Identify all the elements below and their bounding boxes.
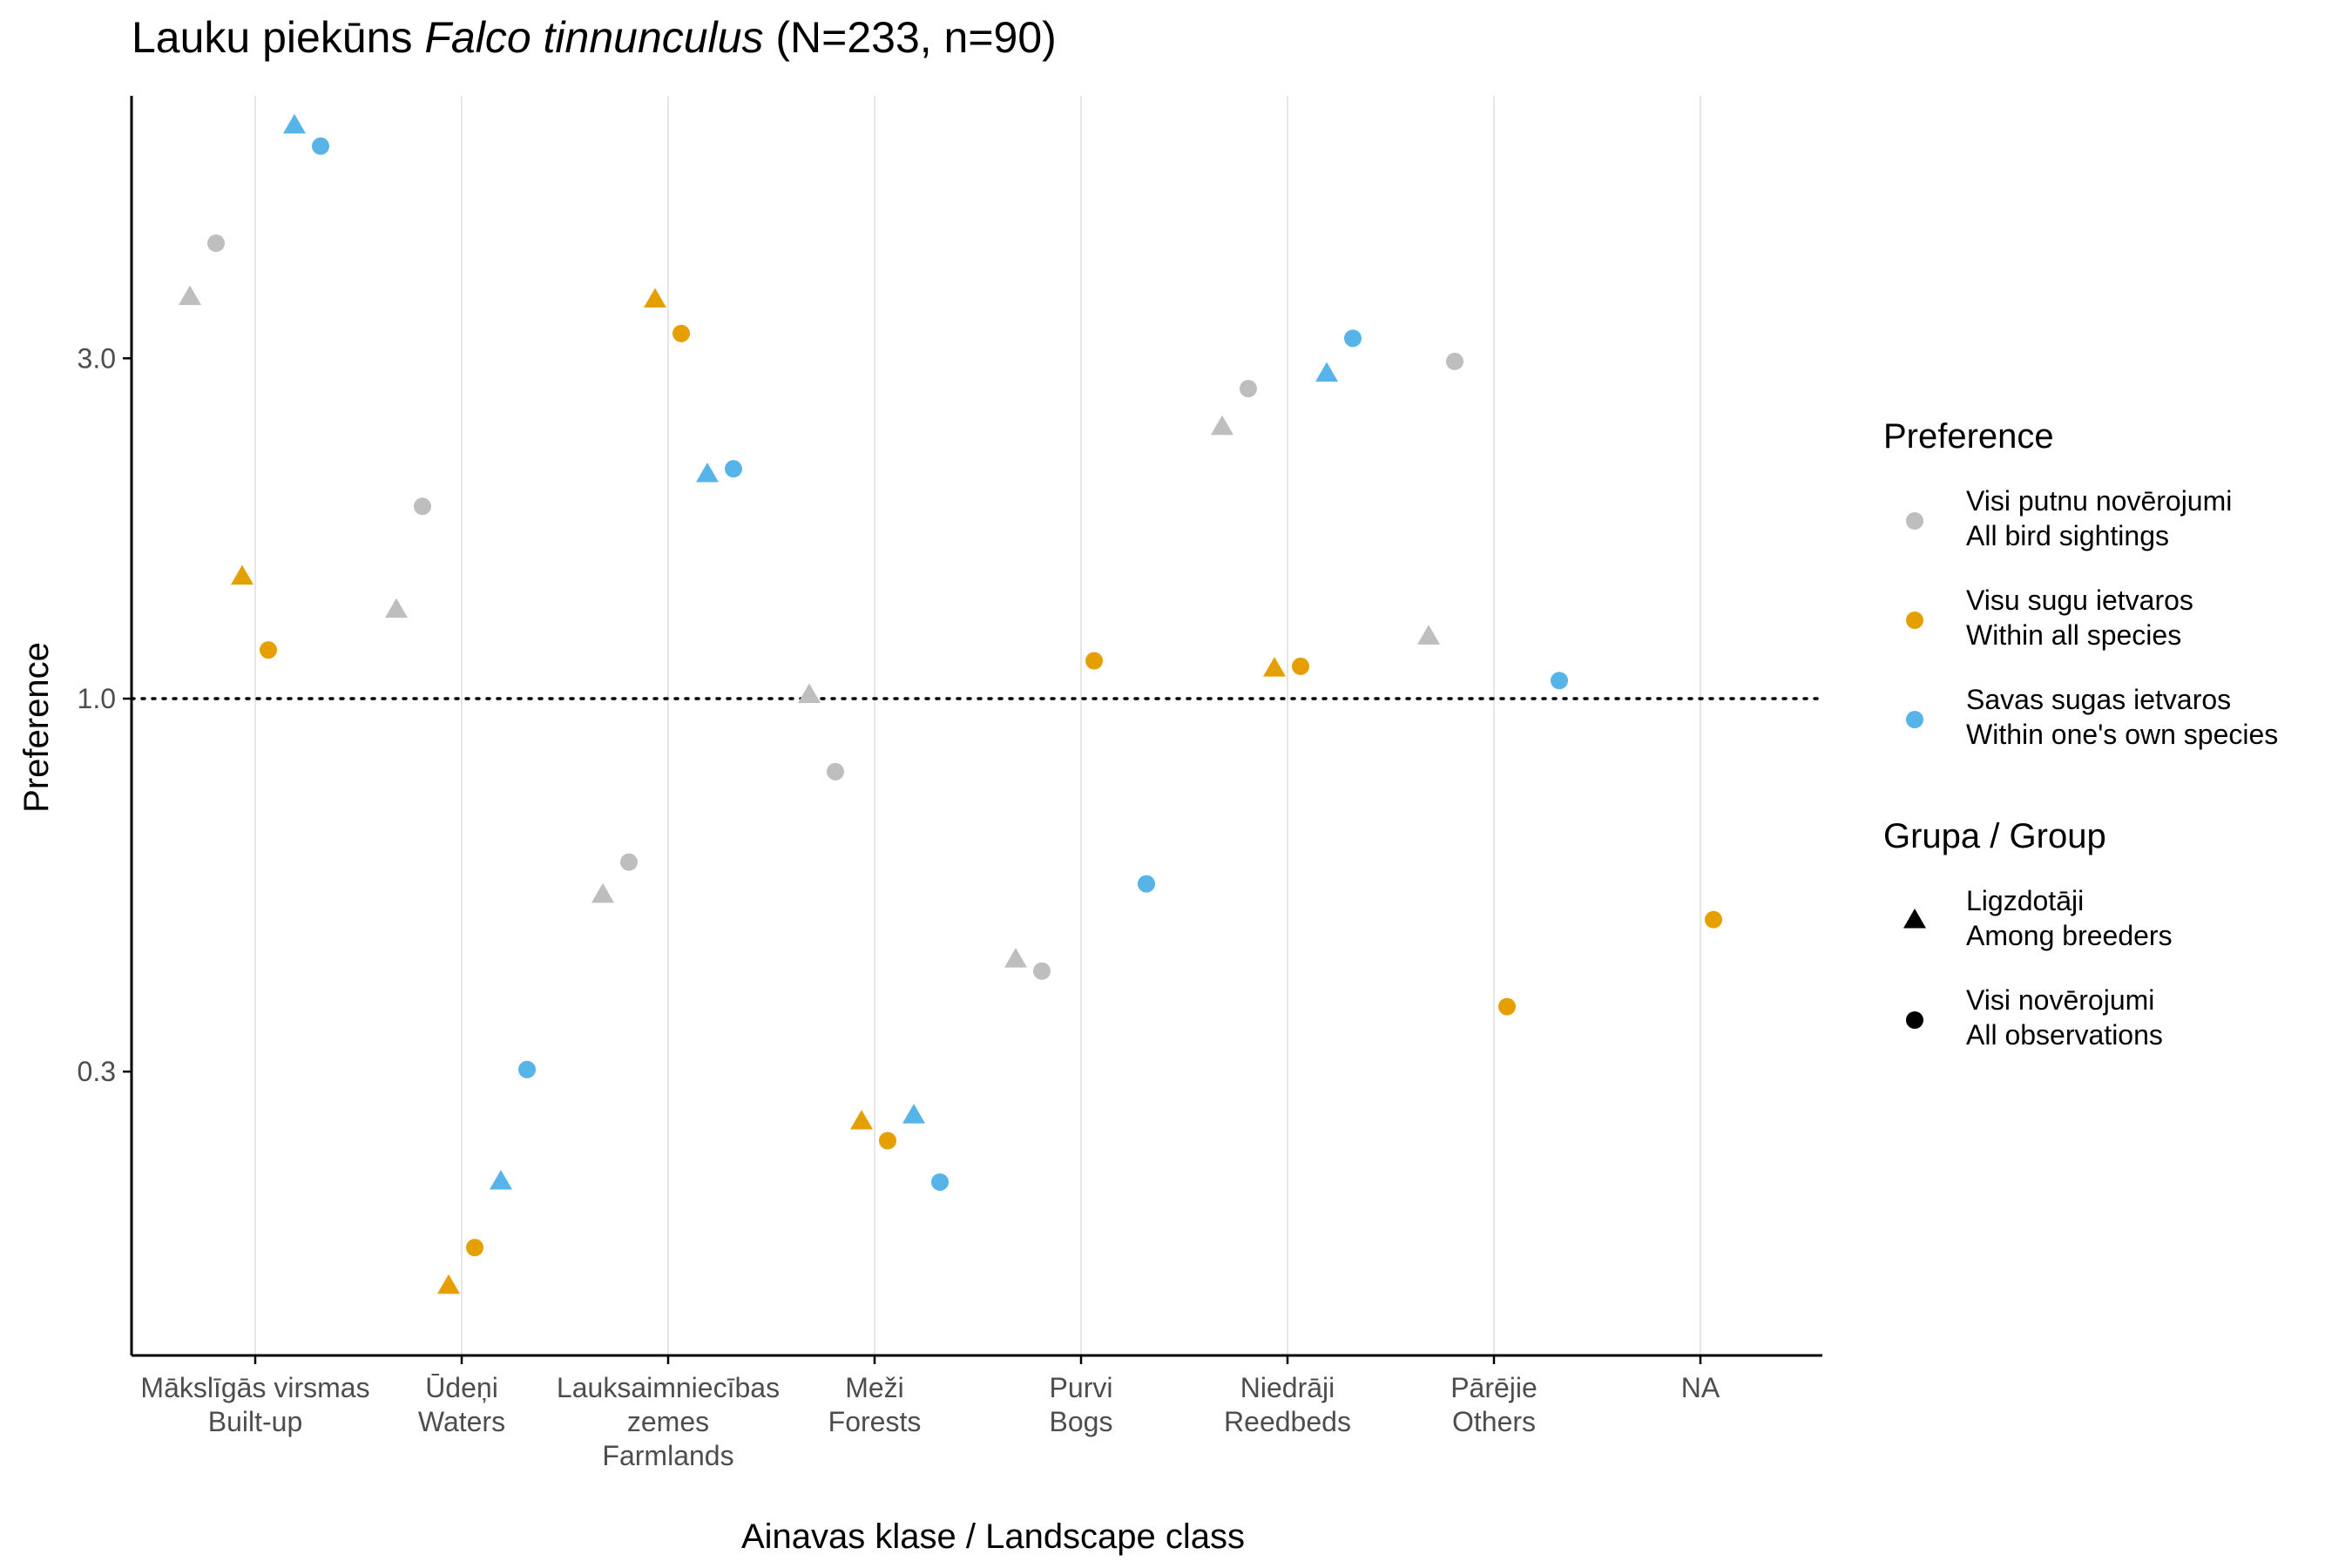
data-point-triangle [902, 1104, 925, 1124]
data-point-triangle [1004, 948, 1027, 968]
x-tick-label: Mākslīgās virsmas Built-up [140, 1372, 369, 1437]
y-axis-title: Preference [17, 642, 56, 813]
chart-title-suffix: (N=233, n=90) [763, 13, 1056, 62]
data-point-circle [672, 324, 690, 342]
data-point-triangle [385, 598, 408, 618]
legend-label-all_species: Visu sugu ietvaros Within all species [1966, 585, 2193, 651]
data-point-triangle [798, 683, 821, 704]
data-points [179, 113, 1722, 1294]
legend-swatch-all_obs [1906, 1011, 1923, 1029]
data-point-triangle [283, 113, 306, 134]
chart-title-species: Falco tinnunculus [424, 13, 763, 62]
legend-group-items: Ligzdotāji Among breeders Visi novērojumi A… [1903, 885, 2173, 1051]
data-point-circle [1551, 672, 1568, 690]
data-point-triangle [231, 564, 253, 585]
data-point-circle [931, 1173, 949, 1191]
data-point-triangle [696, 463, 719, 483]
x-axis-title: Ainavas klase / Landscape class [741, 1517, 1245, 1556]
data-point-triangle [179, 285, 201, 306]
data-point-circle [1292, 657, 1309, 675]
legend-preference-items: Visi putnu novērojumi All bird sightings V… [1906, 485, 2278, 750]
data-point-circle [312, 137, 329, 155]
y-tick-label: 0.3 [78, 1056, 116, 1087]
data-point-circle [1705, 910, 1722, 929]
x-axis-ticks: Mākslīgās virsmas Built-up Ūdeņi Waters Lauk… [140, 1355, 1720, 1471]
data-point-triangle [490, 1170, 512, 1190]
y-tick-label: 1.0 [78, 683, 116, 714]
legend: Preference Visi putnu novērojumi All bird… [1883, 417, 2278, 1051]
legend-label-own_species: Savas sugas ietvaros Within one's own spe… [1966, 684, 2278, 750]
legend-title-group: Grupa / Group [1883, 817, 2106, 855]
legend-title-preference: Preference [1883, 417, 2054, 456]
y-axis-ticks: 0.3 1.0 3.0 [78, 342, 132, 1087]
x-tick-label: Ūdeņi Waters [418, 1372, 505, 1437]
chart-title: Lauku piekūns Falco tinnunculus (N=233, … [132, 13, 1057, 62]
chart-title-prefix: Lauku piekūns [132, 13, 424, 62]
data-point-triangle [850, 1110, 873, 1130]
x-tick-label: Lauksaimniecības zemes Farmlands [557, 1372, 780, 1471]
data-point-circle [725, 460, 742, 478]
data-point-circle [207, 234, 225, 253]
legend-swatch-own_species [1906, 711, 1923, 728]
data-point-circle [518, 1060, 536, 1078]
data-point-circle [1033, 962, 1051, 980]
data-point-circle [1498, 997, 1516, 1016]
legend-label-all_sightings: Visi putnu novērojumi All bird sightings [1966, 485, 2232, 551]
data-point-triangle [1263, 657, 1286, 677]
data-point-triangle [1417, 625, 1440, 645]
data-point-circle [1344, 329, 1362, 348]
grid-lines [254, 96, 1701, 1355]
x-tick-label: Purvi Bogs [1050, 1372, 1113, 1437]
data-point-circle [414, 497, 431, 516]
legend-swatch-all_species [1906, 612, 1923, 629]
legend-label-breeders: Ligzdotāji Among breeders [1966, 885, 2173, 951]
legend-label-all_obs: Visi novērojumi All observations [1966, 984, 2163, 1051]
data-point-circle [1138, 875, 1155, 893]
data-point-triangle [1211, 415, 1233, 436]
data-point-circle [620, 853, 638, 871]
x-tick-label: Pārējie Others [1450, 1372, 1538, 1437]
data-point-circle [1085, 652, 1103, 670]
data-point-circle [1446, 352, 1463, 370]
data-point-triangle [437, 1274, 460, 1294]
x-tick-label: Meži Forests [828, 1372, 922, 1437]
data-point-triangle [1315, 362, 1338, 382]
legend-swatch-breeders [1903, 909, 1926, 929]
data-point-triangle [591, 882, 614, 903]
data-point-circle [1240, 380, 1257, 398]
data-point-circle [466, 1239, 483, 1257]
data-point-circle [879, 1132, 896, 1150]
y-tick-label: 3.0 [78, 342, 116, 374]
data-point-circle [260, 641, 277, 659]
data-point-circle [827, 762, 844, 781]
legend-swatch-all_sightings [1906, 512, 1923, 530]
x-tick-label: Niedrāji Reedbeds [1224, 1372, 1351, 1437]
data-point-triangle [644, 287, 666, 308]
x-tick-label: NA [1681, 1372, 1720, 1403]
